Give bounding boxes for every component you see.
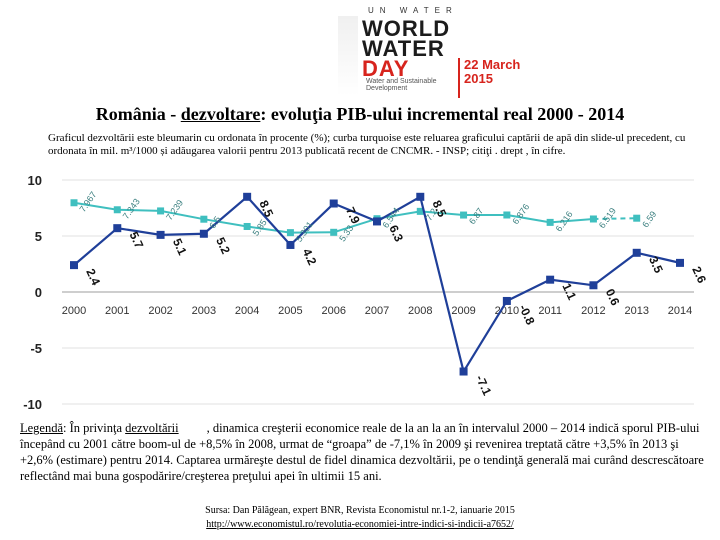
x-tick-label: 2003	[192, 305, 216, 317]
legend-text-b: , dinamica creşterii economice reale de …	[20, 421, 704, 483]
water-data-label: 6.59	[640, 209, 658, 229]
gdp-point	[416, 192, 425, 201]
gdp-point	[546, 275, 555, 284]
water-point	[330, 228, 338, 236]
x-tick-label: 2000	[62, 305, 86, 317]
logo-date: 22 March 2015	[464, 57, 521, 86]
y-tick-label: -10	[23, 397, 42, 412]
gdp-data-label: -0.8	[516, 302, 538, 327]
x-tick-label: 2014	[668, 305, 692, 317]
x-tick-label: 2002	[148, 305, 172, 317]
gdp-data-label: 4.2	[300, 246, 320, 267]
water-point	[633, 214, 641, 222]
gdp-point	[199, 229, 208, 238]
gdp-data-label: 0.6	[603, 287, 623, 308]
logo-divider	[458, 58, 460, 98]
legend-lead: Legendă	[20, 421, 64, 435]
page-title: România - dezvoltare: evoluţia PIB-ului …	[0, 104, 720, 125]
water-data-label: 7.343	[121, 197, 142, 221]
logo-line-day: DAY	[362, 56, 410, 81]
gdp-point	[502, 296, 511, 305]
gdp-data-label: 8.5	[430, 198, 450, 219]
water-point	[286, 229, 294, 237]
logo-line-world: WORLD	[362, 16, 451, 41]
gdp-data-label: 5.7	[127, 230, 147, 251]
water-point	[589, 215, 597, 223]
legend-link-dezvoltarii[interactable]: dezvoltării	[125, 421, 179, 435]
logo-subtitle: Water and Sustainable Development	[366, 78, 437, 92]
gdp-data-label: 1.1	[559, 281, 579, 302]
y-tick-label: 5	[35, 229, 42, 244]
water-point	[200, 215, 208, 223]
gdp-data-label: 5.2	[213, 235, 233, 256]
water-data-label: 7.239	[164, 198, 185, 222]
water-point	[416, 207, 424, 215]
gdp-point	[676, 258, 684, 267]
water-point	[503, 211, 511, 219]
gdp-chart: 10 5 0 -5 -10 2000 2001 2002 2003 2004 2005 2006 200…	[23, 173, 709, 412]
x-tick-label: 2012	[581, 305, 605, 317]
gdp-point	[329, 199, 338, 208]
gdp-data-label: 7.9	[343, 205, 363, 226]
legend-text-a: : În privinţa	[63, 421, 126, 435]
source-link[interactable]: http://www.economistul.ro/revolutia-econ…	[206, 519, 514, 530]
gdp-point	[156, 230, 165, 239]
gdp-data-label: 6.3	[386, 223, 406, 244]
water-point	[460, 211, 468, 219]
gdp-point	[243, 192, 252, 201]
x-tick-label: 2005	[278, 305, 302, 317]
water-point	[157, 207, 165, 215]
legend-text: Legendă: În privinţa dezvoltării, dinami…	[20, 420, 710, 484]
gdp-data-label: 3.5	[646, 254, 666, 275]
title-suffix: : evoluţia PIB-ului incremental real 200…	[260, 104, 625, 124]
water-data-label: 6.87	[467, 206, 485, 226]
gdp-data-label: 8.5	[256, 198, 276, 219]
water-data-label: 7.967	[77, 190, 98, 214]
logo-un-water: UN WATER	[368, 6, 458, 15]
water-point	[243, 222, 251, 230]
x-tick-label: 2009	[451, 305, 475, 317]
source-citation: Sursa: Dan Pălăgean, expert BNR, Revista…	[0, 504, 720, 532]
y-tick-label: 0	[35, 285, 42, 300]
x-tick-label: 2008	[408, 305, 432, 317]
x-tick-label: 2006	[321, 305, 345, 317]
water-point	[113, 206, 121, 214]
water-data-label: 5.85	[251, 218, 269, 238]
gdp-data-label: 2.4	[83, 266, 103, 287]
chart-gridlines	[62, 179, 694, 405]
y-tick-label: 10	[28, 173, 42, 188]
x-tick-label: 2001	[105, 305, 129, 317]
x-tick-label: 2004	[235, 305, 259, 317]
water-data-label: 6.876	[510, 202, 531, 226]
gdp-data-label: -7.1	[473, 373, 495, 398]
gdp-data-label: 5.1	[170, 236, 190, 257]
x-tick-label: 2013	[624, 305, 648, 317]
gdp-point	[286, 240, 295, 249]
gdp-point	[70, 261, 78, 270]
y-tick-label: -5	[30, 341, 42, 356]
water-point	[546, 218, 554, 226]
gdp-data-label: 2.6	[689, 264, 709, 285]
gdp-point	[632, 248, 641, 257]
gdp-point	[459, 367, 468, 376]
x-tick-label: 2007	[365, 305, 389, 317]
logo-line-water: WATER	[362, 36, 445, 61]
water-point	[70, 199, 78, 207]
chart-axes: 10 5 0 -5 -10 2000 2001 2002 2003 2004 2005 2006 200…	[23, 173, 694, 412]
source-text: Sursa: Dan Pălăgean, expert BNR, Revista…	[205, 505, 515, 516]
x-tick-label: 2011	[538, 305, 562, 317]
gdp-point	[373, 217, 381, 226]
logo-backdrop	[338, 16, 358, 96]
water-series-dashed-line	[593, 217, 637, 220]
x-tick-label: 2010	[495, 305, 519, 317]
title-prefix: România -	[95, 104, 181, 124]
world-water-day-logo: UN WATER WORLD WATER DAY Water and Susta…	[338, 6, 538, 98]
gdp-point	[589, 281, 598, 290]
gdp-point	[113, 224, 122, 233]
chart-series	[70, 192, 684, 376]
title-link-dezvoltare[interactable]: dezvoltare	[180, 104, 261, 124]
chart-description: Graficul dezvoltării este bleumarin cu o…	[48, 132, 686, 157]
